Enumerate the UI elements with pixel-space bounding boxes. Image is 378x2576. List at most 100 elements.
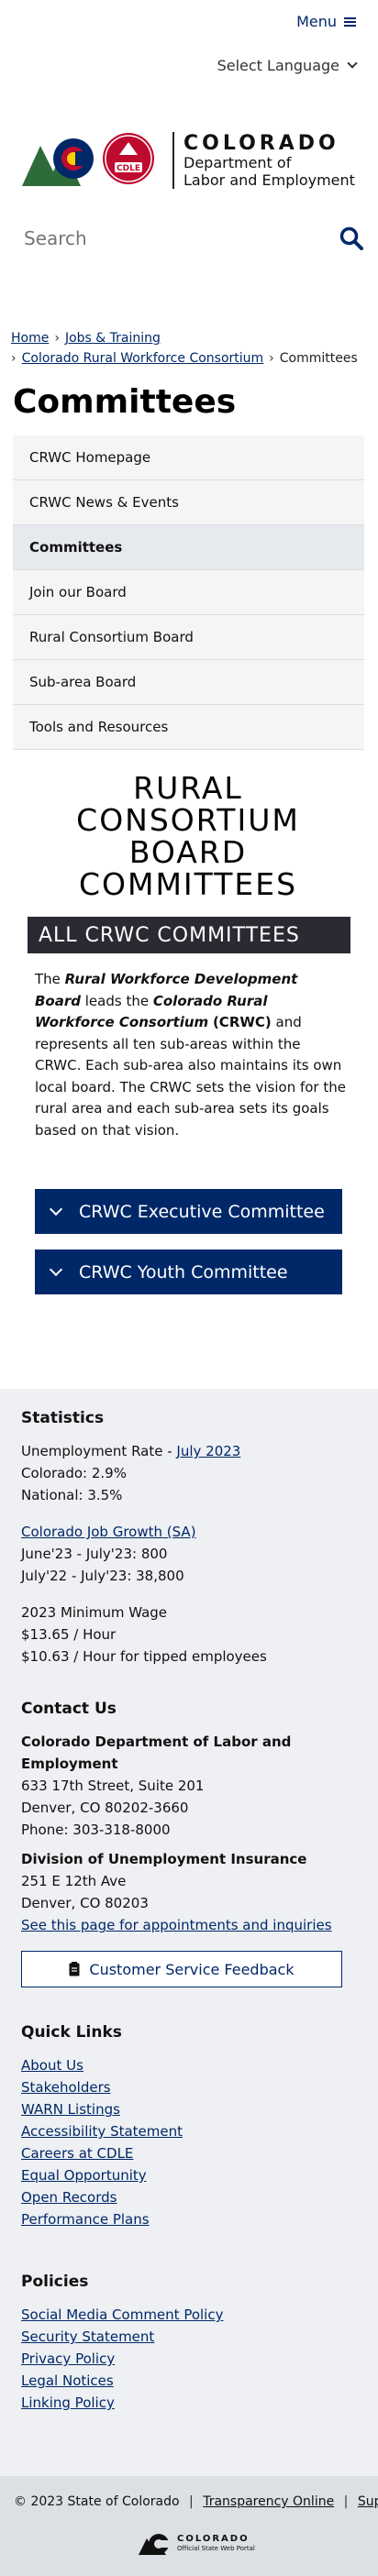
nav-item-rural-consortium-board[interactable]: Rural Consortium Board [13, 615, 364, 660]
nav-item-join-our-board[interactable]: Join our Board [13, 570, 364, 615]
divider: | [343, 2494, 349, 2509]
section-heading-line: CONSORTIUM [76, 802, 300, 838]
intro-paragraph: The Rural Workforce Development Board le… [35, 969, 347, 1141]
badge-text: CDLE [117, 164, 140, 173]
footer [0, 1389, 378, 2476]
tipped-wage: $10.63 / Hour for tipped employees [21, 1648, 267, 1665]
address-line: Denver, CO 80203 [21, 1895, 149, 1911]
transparency-link[interactable]: Transparency Online [203, 2494, 335, 2509]
text-run: leads the [81, 992, 153, 1009]
breadcrumb-home[interactable]: Home [11, 331, 50, 346]
unemployment-link[interactable]: July 2023 [176, 1443, 241, 1459]
section-heading-line: RURAL [133, 770, 243, 806]
policy-linking[interactable]: Linking Policy [21, 2394, 115, 2411]
text-run: The [35, 971, 65, 987]
breadcrumb-current: Committees [279, 351, 358, 366]
minimum-wage: $13.65 / Hour [21, 1626, 117, 1643]
breadcrumb: Home › Jobs & Training › Colorado Rural Wor… [11, 328, 369, 369]
quick-link-careers[interactable]: Careers at CDLE [21, 2145, 134, 2162]
nav-item-crwc-news-events[interactable]: CRWC News & Events [13, 480, 364, 525]
quick-link-about-us[interactable]: About Us [21, 2057, 83, 2074]
bottom-links: © 2023 State of Colorado | Transparency … [14, 2494, 378, 2509]
breadcrumb-jobs-training[interactable]: Jobs & Training [64, 331, 161, 346]
committees-bar-heading: ALL CRWC COMMITTEES [28, 917, 350, 953]
policy-legal-notices[interactable]: Legal Notices [21, 2372, 114, 2389]
nav-item-sub-area-board[interactable]: Sub-area Board [13, 660, 364, 705]
contact-section: Contact Us Colorado Department of Labor … [21, 1698, 361, 1936]
support-link[interactable]: Support [357, 2494, 378, 2509]
section-heading-line: BOARD [128, 834, 248, 870]
phone: Phone: 303-318-8000 [21, 1822, 171, 1838]
colorado-cdle-logo-icon: CDLE [22, 133, 154, 186]
policies-heading: Policies [21, 2273, 89, 2291]
section-heading: RURAL CONSORTIUM BOARD COMMITTEES [37, 772, 339, 900]
nav-item-tools-resources[interactable]: Tools and Resources [13, 705, 364, 750]
appointments-link[interactable]: See this page for appointments and inqui… [21, 1917, 332, 1933]
chevron-down-icon [347, 58, 358, 69]
minimum-wage-title: 2023 Minimum Wage [21, 1604, 168, 1621]
accordion-executive-committee[interactable]: CRWC Executive Committee [35, 1189, 342, 1234]
nav-item-crwc-homepage[interactable]: CRWC Homepage [13, 435, 364, 480]
search-icon[interactable] [339, 226, 363, 250]
colorado-portal-logo[interactable]: COLORADO Official State Web Portal [139, 2531, 255, 2557]
breadcrumb-separator: › [269, 351, 274, 366]
national-rate: National: 3.5% [21, 1487, 123, 1503]
quick-links-section: Quick Links About Us Stakeholders WARN L… [21, 2021, 361, 2230]
policies-section: Policies Social Media Comment Policy Sec… [21, 2271, 361, 2414]
policy-social-media[interactable]: Social Media Comment Policy [21, 2306, 224, 2323]
statistics-section: Statistics Unemployment Rate - July 2023… [21, 1407, 361, 1668]
hamburger-icon [344, 17, 356, 27]
breadcrumb-separator: › [54, 331, 60, 346]
quick-link-open-records[interactable]: Open Records [21, 2189, 117, 2206]
job-growth-link[interactable]: Colorado Job Growth (SA) [21, 1524, 196, 1540]
menu-button[interactable]: Menu [296, 13, 356, 30]
language-label: Select Language [217, 57, 339, 74]
copyright: © 2023 State of Colorado [14, 2494, 180, 2509]
quick-link-stakeholders[interactable]: Stakeholders [21, 2079, 111, 2096]
logo-subtitle-2: Labor and Employment [183, 171, 355, 189]
contact-heading: Contact Us [21, 1700, 117, 1718]
address-line: 251 E 12th Ave [21, 1873, 127, 1889]
emphasis-text: (CRWC) [212, 1014, 272, 1030]
language-select[interactable]: Select Language [217, 57, 358, 74]
colorado-rate: Colorado: 2.9% [21, 1465, 127, 1481]
nav-item-committees[interactable]: Committees [13, 525, 364, 570]
ui-division-name: Division of Unemployment Insurance [21, 1851, 307, 1867]
unemployment-line: Unemployment Rate - July 2023 [21, 1440, 361, 1462]
policy-security[interactable]: Security Statement [21, 2328, 155, 2345]
quick-link-performance-plans[interactable]: Performance Plans [21, 2211, 150, 2228]
search-input[interactable] [24, 227, 299, 249]
quick-link-accessibility[interactable]: Accessibility Statement [21, 2123, 183, 2140]
logo-title: COLORADO [183, 131, 339, 155]
growth-monthly: June'23 - July'23: 800 [21, 1546, 168, 1562]
cdle-logo[interactable]: CDLE COLORADO Department of Labor and Em… [20, 124, 360, 197]
growth-yearly: July'22 - July'23: 38,800 [21, 1568, 184, 1584]
logo-text: COLORADO Department of Labor and Employm… [172, 131, 355, 190]
quick-link-equal-opportunity[interactable]: Equal Opportunity [21, 2167, 147, 2184]
clipboard-icon [69, 1962, 80, 1976]
text-run: and represents all ten sub-areas within … [35, 1014, 346, 1139]
logo-subtitle-1: Department of [183, 154, 292, 172]
breadcrumb-separator: › [11, 351, 17, 366]
unemployment-prefix: Unemployment Rate - [21, 1443, 177, 1459]
customer-feedback-button[interactable]: Customer Service Feedback [21, 1951, 342, 1987]
page-title: Committees [13, 383, 237, 421]
statistics-heading: Statistics [21, 1409, 105, 1427]
colorado-c-icon [139, 2534, 171, 2555]
menu-label: Menu [296, 13, 337, 30]
accordion-youth-committee[interactable]: CRWC Youth Committee [35, 1249, 342, 1294]
address-line: Denver, CO 80202-3660 [21, 1800, 189, 1816]
policy-privacy[interactable]: Privacy Policy [21, 2350, 116, 2367]
bottom-bar [0, 2476, 378, 2576]
portal-logo-text: COLORADO Official State Web Portal [177, 2534, 255, 2554]
chevron-down-icon [49, 1262, 63, 1276]
search-bar [24, 216, 363, 260]
section-nav: CRWC Homepage CRWC News & Events Committ… [13, 435, 364, 750]
breadcrumb-crwc[interactable]: Colorado Rural Workforce Consortium [21, 351, 264, 366]
chevron-down-icon [49, 1202, 63, 1216]
divider: | [189, 2494, 194, 2509]
quick-link-warn-listings[interactable]: WARN Listings [21, 2101, 120, 2118]
accordion-label: CRWC Youth Committee [79, 1261, 288, 1282]
emphasis-text: Rural Workforce Development Board [35, 971, 298, 1009]
section-heading-line: COMMITTEES [78, 866, 298, 902]
